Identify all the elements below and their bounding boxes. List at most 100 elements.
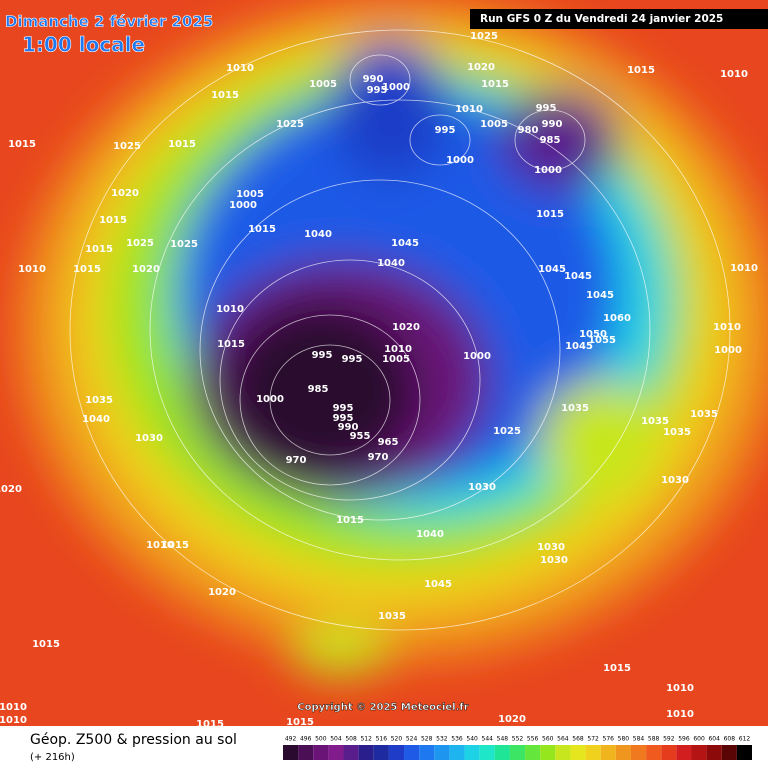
isobar-label: 1000 [446,155,474,166]
scale-swatch [721,745,737,760]
scale-label: 520 [391,736,403,743]
isobar-label: 1015 [603,663,631,674]
isobar-label: 1035 [378,611,406,622]
scale-label: 568 [572,736,584,743]
scale-label: 492 [285,736,297,743]
isobar-label: 1010 [713,322,741,333]
scale-label: 580 [618,736,630,743]
scale-swatch [736,745,752,760]
scale-swatch [479,745,495,760]
scale-label: 496 [300,736,312,743]
isobar-label: 1025 [170,239,198,250]
isobar-label: 1020 [392,322,420,333]
isobar-label: 1005 [480,119,508,130]
isobar-label: 990 [363,74,384,85]
scale-swatch [525,745,541,760]
isobar-label: 1010 [0,702,27,713]
isobar-label: 1010 [384,344,412,355]
isobar-label: 1060 [603,313,631,324]
isobar-label: 1010 [18,264,46,275]
scale-swatch [313,745,329,760]
isobar-label: 985 [540,135,561,146]
run-info: Run GFS 0 Z du Vendredi 24 janvier 2025 [480,13,723,25]
isobar-label: 1040 [377,258,405,269]
isobar-label: 1035 [690,409,718,420]
isobar-label: 1025 [113,141,141,152]
scale-label: 600 [693,736,705,743]
scale-label: 540 [466,736,478,743]
scale-label: 560 [542,736,554,743]
isobar-label: 1015 [73,264,101,275]
scale-label: 500 [315,736,327,743]
isobar-label: 970 [368,452,389,463]
scale-label: 592 [663,736,675,743]
isobar-label: 1020 [208,587,236,598]
isobar-label: 1015 [211,90,239,101]
scale-label: 532 [436,736,448,743]
scale-swatch [404,745,420,760]
isobar-label: 1015 [248,224,276,235]
isobar-label: 1015 [8,139,36,150]
scale-swatch [691,745,707,760]
date: Dimanche 2 février 2025 [5,13,213,31]
scale-swatch [343,745,359,760]
isobar-label: 1010 [730,263,758,274]
geopotential-field [0,0,768,726]
isobar-label: 965 [378,437,399,448]
isobar-label: 1020 [111,188,139,199]
isobar-label: 1000 [382,82,410,93]
isobar-label: 1010 [666,709,694,720]
scale-swatch [358,745,374,760]
scale-swatch [419,745,435,760]
isobar-label: 1045 [424,579,452,590]
scale-label: 504 [330,736,342,743]
isobar-label: 1025 [126,238,154,249]
scale-label: 588 [648,736,660,743]
isobar-label: 1040 [304,229,332,240]
isobar-label: 1035 [663,427,691,438]
scale-label: 596 [678,736,690,743]
scale-label: 604 [708,736,720,743]
scale-swatch [298,745,314,760]
isobar-label: 1045 [538,264,566,275]
scale-label: 608 [724,736,736,743]
scale-label: 564 [557,736,569,743]
run-box [470,9,768,29]
scale-label: 548 [497,736,509,743]
isobar-label: 1055 [588,335,616,346]
isobar-label: 1000 [463,351,491,362]
scale-swatch [706,745,722,760]
isobar-label: 1040 [416,529,444,540]
isobar-label: 970 [286,455,307,466]
isobar-label: 1015 [196,719,224,730]
scale-label: 576 [603,736,615,743]
scale-label: 528 [421,736,433,743]
isobar-label: 1005 [236,189,264,200]
isobar-label: 995 [333,403,354,414]
isobar-label: 1035 [641,416,669,427]
isobar-label: 1015 [99,215,127,226]
scale-swatch [661,745,677,760]
isobar-label: 1000 [534,165,562,176]
isobar-label: 990 [338,422,359,433]
isobar-label: 1035 [561,403,589,414]
scale-swatch [676,745,692,760]
isobar-label: 1015 [32,639,60,650]
isobar-label: 995 [367,85,388,96]
scale-label: 544 [482,736,494,743]
isobar-label: 1000 [256,394,284,405]
isobar-label: 990 [542,119,563,130]
isobar-label: 1030 [135,433,163,444]
scale-swatch [600,745,616,760]
isobar-label: 1050 [579,329,607,340]
isobar-label: 1015 [336,515,364,526]
scale-label: 536 [451,736,463,743]
isobar-label: 1010 [0,715,27,726]
footer-lead: (+ 216h) [30,752,75,763]
isobar-label: 1010 [216,304,244,315]
isobar-label: 1010 [146,540,174,551]
isobar-label: 955 [350,431,371,442]
scale-swatch [630,745,647,760]
